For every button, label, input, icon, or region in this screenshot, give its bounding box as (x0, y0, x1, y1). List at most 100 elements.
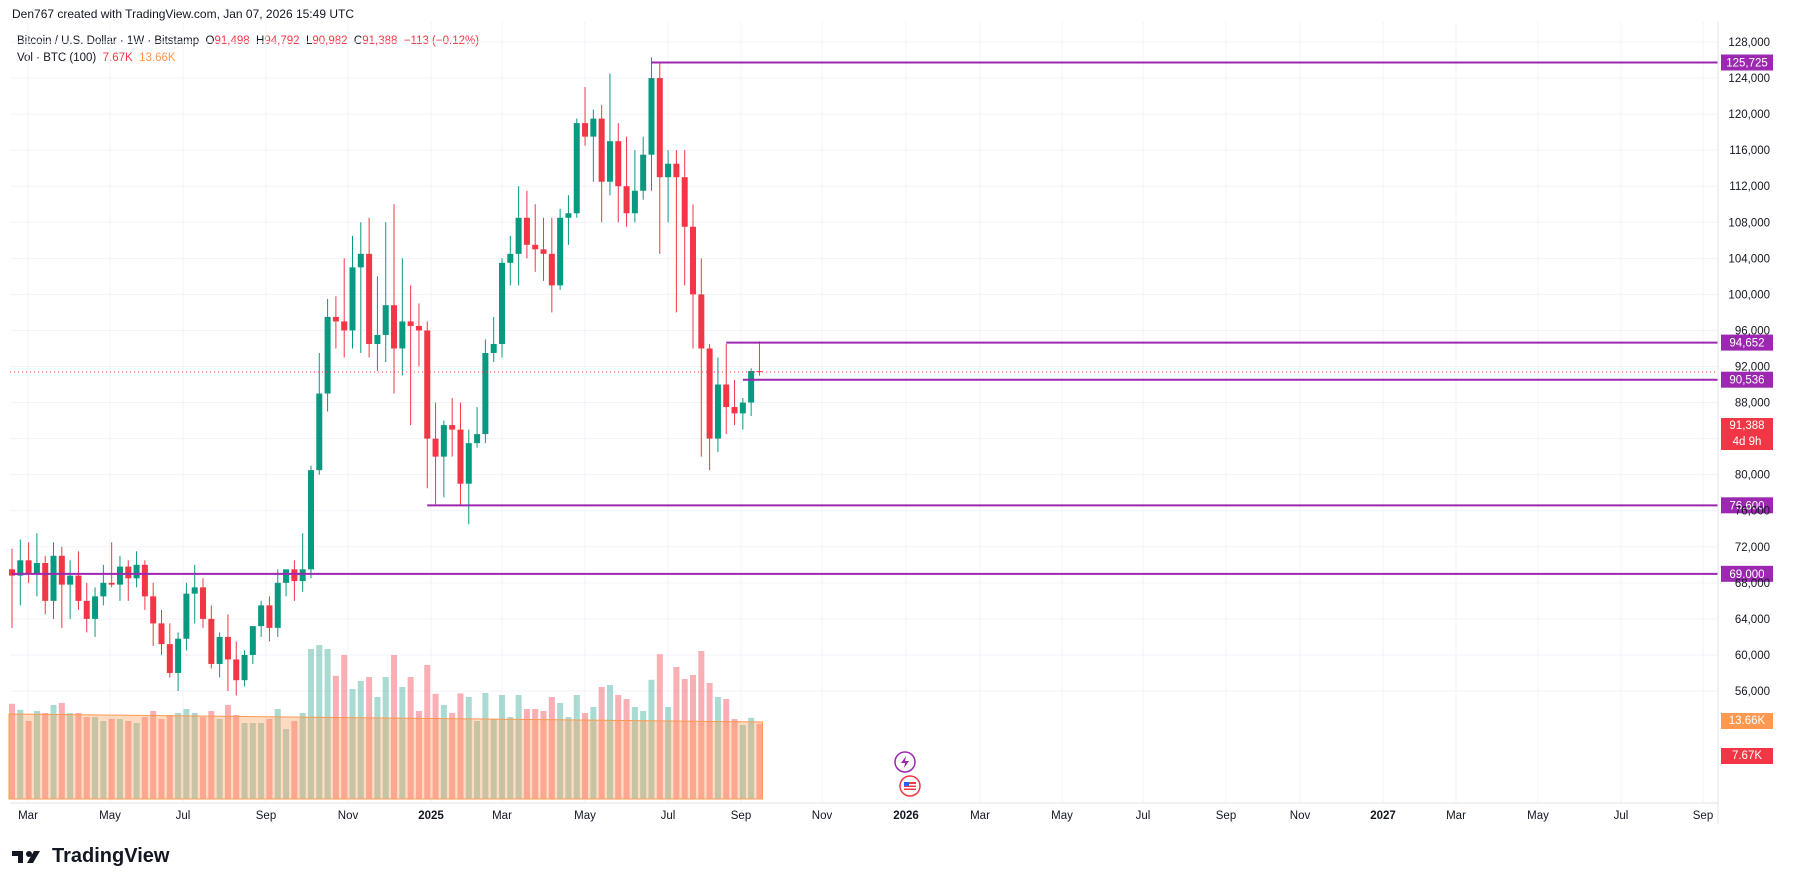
candle-body (706, 348, 713, 439)
us-flag-icon[interactable] (899, 775, 921, 797)
volume-bar (349, 689, 356, 799)
candle-body (582, 123, 589, 137)
volume-bar (498, 695, 505, 799)
price-tick-label: 112,000 (1729, 181, 1770, 193)
volume-bar (457, 693, 464, 799)
volume-bar (233, 715, 240, 799)
volume-bar (116, 719, 123, 799)
volume-tag: 7.67K (1721, 748, 1773, 764)
time-tick-label: Jul (1136, 810, 1151, 822)
volume-bar (283, 729, 290, 799)
candle-body (648, 78, 655, 155)
volume-bar (83, 717, 90, 799)
level-tag-label: 90,536 (1729, 375, 1764, 387)
candle-body (141, 564, 148, 597)
volume-bar (374, 697, 381, 799)
volume-bar (465, 697, 472, 799)
low-value: 90,982 (312, 35, 348, 47)
volume-bar (681, 679, 688, 799)
level-tag (1721, 497, 1773, 514)
candle-body (424, 330, 431, 439)
brand-name: TradingView (52, 845, 170, 867)
candle-body (391, 305, 398, 349)
volume-bar (158, 719, 165, 799)
volume-bar (432, 693, 439, 799)
price-tick-label: 104,000 (1728, 253, 1770, 265)
candle-body (557, 217, 564, 286)
volume-bar (573, 695, 580, 799)
candle-body (58, 555, 65, 585)
volume-bar (706, 683, 713, 799)
volume-bar (25, 721, 32, 799)
time-tick-label: May (99, 810, 121, 822)
price-tick-label: 76,000 (1735, 506, 1770, 518)
time-tick-label: Sep (1693, 810, 1713, 822)
tradingview-logo[interactable]: TradingView (12, 845, 169, 868)
volume-bar (17, 709, 24, 799)
level-tag-label: 125,725 (1726, 58, 1768, 70)
volume-ma-value: 13.66K (139, 52, 176, 64)
candle-body (25, 560, 32, 574)
candle-body (440, 425, 447, 457)
volume-bar (690, 675, 697, 799)
price-chart[interactable]: 125,725 94,652 90,536 76,600 69,000 56,000 60… (0, 22, 1793, 832)
level-tag-label: 94,652 (1729, 338, 1764, 350)
level-tag (1721, 371, 1773, 388)
volume-bar (357, 681, 364, 799)
candle-body (565, 213, 572, 218)
candle-body (324, 316, 331, 394)
candle-body (283, 569, 290, 583)
volume-bar (490, 719, 497, 799)
volume-bars (9, 645, 763, 799)
candle-body (640, 154, 647, 191)
candle-body (307, 470, 314, 570)
candle-body (67, 575, 74, 585)
candle-body (623, 186, 630, 214)
volume-bar (366, 677, 373, 799)
candle-body (457, 429, 464, 484)
volume-bar (731, 719, 738, 799)
volume-bar (482, 693, 489, 799)
candle-body (690, 226, 697, 295)
time-tick-label: Sep (1216, 810, 1236, 822)
candle-body (133, 564, 140, 579)
time-tick-label: 2026 (893, 810, 919, 822)
close-value: 91,388 (362, 35, 398, 47)
candle-body (482, 352, 489, 435)
volume-bar (631, 707, 638, 799)
volume-bar (523, 709, 530, 799)
candle-body (116, 566, 123, 585)
candle-body (299, 569, 306, 582)
symbol-label[interactable]: Bitcoin / U.S. Dollar · 1W · Bitstamp (17, 35, 200, 47)
candle-body (208, 618, 215, 664)
volume-bar (507, 717, 514, 799)
volume-ma (8, 713, 763, 800)
flash-icon[interactable] (894, 751, 916, 773)
ohlc-legend[interactable]: Bitcoin / U.S. Dollar · 1W · Bitstamp O 9… (17, 35, 479, 47)
volume-bar (440, 705, 447, 799)
volume-bar (623, 699, 630, 799)
candle-body (332, 316, 339, 322)
candle-body (50, 555, 57, 601)
volume-bar (648, 679, 655, 799)
volume-label[interactable]: Vol · BTC (100) (17, 52, 97, 64)
volume-bar (698, 651, 705, 799)
time-tick-label: Jul (176, 810, 191, 822)
volume-bar (150, 711, 157, 799)
open-key: O (205, 35, 215, 47)
candle-body (407, 321, 414, 326)
candle-body (615, 141, 622, 187)
candle-body (166, 644, 173, 673)
volume-bar (241, 723, 248, 799)
candle-body (714, 384, 721, 439)
candle-body (258, 605, 265, 627)
volume-ma-tag: 13.66K (1721, 713, 1773, 729)
candle-body (399, 321, 406, 349)
volume-bar (224, 705, 231, 799)
volume-bar (565, 717, 572, 799)
candle-body (432, 438, 439, 457)
candle-body (731, 407, 738, 414)
volume-bar (266, 719, 273, 799)
volume-bar (756, 723, 763, 799)
price-tick-label: 116,000 (1729, 145, 1770, 157)
